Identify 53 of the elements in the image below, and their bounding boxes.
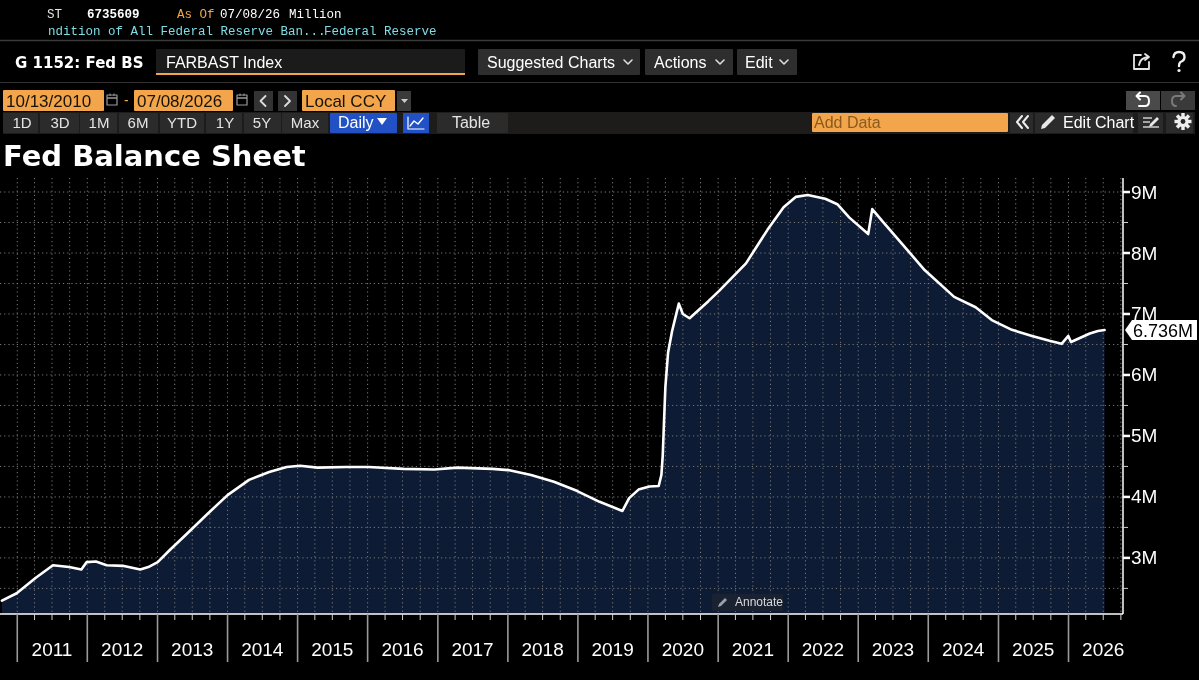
dropdown-button: Daily (330, 113, 397, 133)
button: 1Y (206, 113, 242, 133)
dropdown-field: Local CCY (302, 90, 395, 111)
y-tick-label: 9M (1131, 181, 1158, 203)
x-tick-label: 2019 (591, 639, 634, 660)
x-tick-label: 2011 (31, 639, 73, 660)
text: 07/08/26 (220, 8, 281, 22)
y-tick-label: 4M (1131, 486, 1158, 508)
x-tick-label: 2023 (871, 639, 915, 660)
menu-button: Edit (737, 49, 797, 75)
x-tick-label: 2015 (311, 639, 354, 660)
x-tick-label: 2018 (521, 639, 564, 660)
button: Max (282, 113, 328, 133)
button: 6M (119, 113, 158, 133)
text: - (124, 92, 129, 108)
y-tick-label: 3M (1131, 547, 1158, 569)
text: 6735609 (87, 8, 140, 22)
x-tick-label: 2014 (241, 639, 284, 660)
button: Table (437, 113, 508, 133)
text: As Of (177, 8, 215, 22)
button: 5Y (244, 113, 281, 133)
y-tick-label: 6M (1131, 364, 1158, 386)
x-tick-label: 2025 (1012, 639, 1055, 660)
text: G 1152: Fed BS (15, 54, 144, 72)
x-tick-label: 2017 (451, 639, 494, 660)
annotation: Annotate (735, 595, 784, 609)
text: ST (47, 8, 63, 22)
text: Federal Reserve (324, 25, 437, 39)
text: Million (289, 8, 342, 22)
date-field: 10/13/2010 (3, 90, 104, 111)
button: YTD (160, 113, 204, 133)
x-tick-label: 2021 (731, 639, 775, 660)
date-field: 07/08/2026 (134, 90, 233, 111)
x-tick-label: 2022 (801, 639, 845, 660)
x-tick-label: 2016 (381, 639, 424, 660)
text: ndition of All Federal Reserve Ban... (48, 25, 326, 39)
menu-button: Actions (645, 49, 733, 75)
button: 1M (80, 113, 117, 133)
y-tick-label: 5M (1131, 425, 1158, 447)
menu-button: Suggested Charts (478, 49, 640, 75)
button: 3D (40, 113, 79, 133)
x-tick-label: 2020 (661, 639, 704, 660)
x-tick-label: 2024 (942, 639, 985, 660)
x-tick-label: 2012 (101, 639, 144, 660)
button: Edit Chart (1035, 113, 1135, 133)
text-field: FARBAST Index (155, 49, 466, 75)
button: 1D (3, 113, 38, 133)
chart-title: Fed Balance Sheet (3, 139, 306, 173)
text-field: Add Data (812, 113, 1008, 132)
x-tick-label: 2026 (1082, 639, 1125, 660)
y-tick-label: 8M (1131, 242, 1158, 264)
button: Annotate (712, 594, 784, 611)
x-tick-label: 2013 (171, 639, 214, 660)
